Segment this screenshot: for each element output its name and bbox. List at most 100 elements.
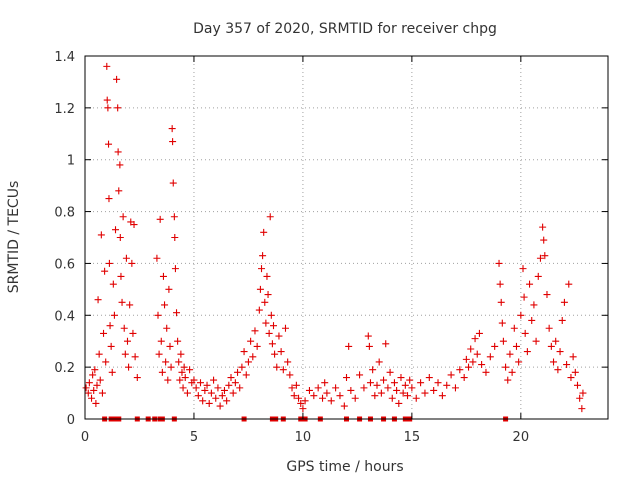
data-point (541, 252, 549, 260)
data-point (579, 389, 587, 397)
data-point (550, 358, 558, 366)
data-point (84, 389, 92, 397)
data-point (170, 213, 178, 221)
data-point (190, 376, 198, 384)
data-point (265, 329, 273, 337)
data-point (365, 342, 373, 350)
data-point (578, 405, 586, 413)
data-point (128, 259, 136, 267)
data-point (113, 75, 121, 83)
data-point (340, 402, 348, 410)
data-point (85, 379, 93, 387)
data-point (417, 379, 425, 387)
data-point (130, 221, 138, 229)
data-point (343, 374, 350, 382)
data-point (260, 228, 268, 236)
data-point (95, 350, 103, 358)
data-point (262, 319, 270, 327)
data-point (467, 345, 475, 353)
data-point (478, 361, 486, 369)
data-point (91, 366, 99, 374)
data-point (153, 254, 161, 262)
data-point (512, 342, 520, 350)
data-point (154, 311, 162, 319)
data-point (96, 376, 104, 384)
data-point (565, 280, 573, 288)
data-point (332, 384, 340, 392)
data-points (82, 62, 587, 422)
data-point (465, 363, 473, 371)
y-tick-label: 1.4 (54, 50, 75, 65)
data-point (116, 234, 124, 241)
data-point (486, 353, 494, 361)
data-point (117, 272, 125, 280)
data-point (554, 366, 562, 374)
data-point (114, 104, 122, 112)
data-point (118, 298, 126, 306)
data-point (443, 381, 451, 389)
data-point (227, 374, 235, 382)
data-point (174, 337, 182, 345)
data-point (305, 386, 313, 394)
data-point (404, 392, 412, 400)
data-point (520, 293, 528, 301)
data-point (515, 358, 523, 366)
data-point (521, 329, 529, 337)
data-point (556, 348, 564, 356)
data-point (161, 301, 169, 309)
data-point (327, 397, 335, 405)
x-tick-label: 5 (190, 430, 198, 445)
data-point (205, 399, 213, 407)
data-point (100, 329, 108, 337)
data-point (504, 376, 512, 384)
x-axis-title: GPS time / hours (286, 459, 403, 475)
data-point (234, 368, 242, 376)
data-point (129, 329, 137, 337)
data-point (482, 368, 490, 376)
data-point (203, 381, 211, 389)
y-tick-label: 1.2 (54, 102, 75, 117)
data-point (384, 384, 392, 392)
data-point (393, 386, 401, 394)
data-point (264, 291, 272, 299)
data-point (377, 389, 385, 397)
data-point (258, 265, 266, 273)
data-point (225, 381, 233, 389)
data-point (173, 309, 181, 317)
data-point (181, 374, 189, 382)
data-point (123, 337, 131, 345)
data-point (171, 265, 179, 273)
data-point (168, 125, 176, 133)
data-point (231, 379, 239, 387)
data-point (102, 358, 110, 366)
data-point (271, 350, 279, 358)
data-point (122, 254, 130, 262)
data-point (552, 337, 560, 345)
data-point (456, 366, 464, 374)
data-point (199, 397, 207, 405)
data-point (495, 259, 503, 267)
data-point (471, 335, 479, 343)
data-point (571, 368, 579, 376)
data-point (373, 381, 381, 389)
data-point (380, 376, 388, 384)
data-point (534, 272, 542, 280)
data-point (171, 234, 179, 241)
data-point (131, 353, 139, 361)
data-point (103, 62, 111, 70)
data-point (390, 379, 398, 387)
data-point (375, 358, 383, 366)
data-point (473, 350, 481, 358)
data-point (261, 298, 269, 306)
data-point (356, 371, 364, 379)
data-point (438, 392, 446, 400)
y-axis-title: SRMTID / TECUs (6, 181, 22, 294)
data-point (297, 399, 305, 407)
data-point (536, 254, 544, 262)
data-point (266, 213, 274, 221)
data-point (319, 394, 327, 402)
data-point (169, 138, 177, 146)
data-point (259, 252, 267, 260)
data-point (159, 272, 167, 280)
